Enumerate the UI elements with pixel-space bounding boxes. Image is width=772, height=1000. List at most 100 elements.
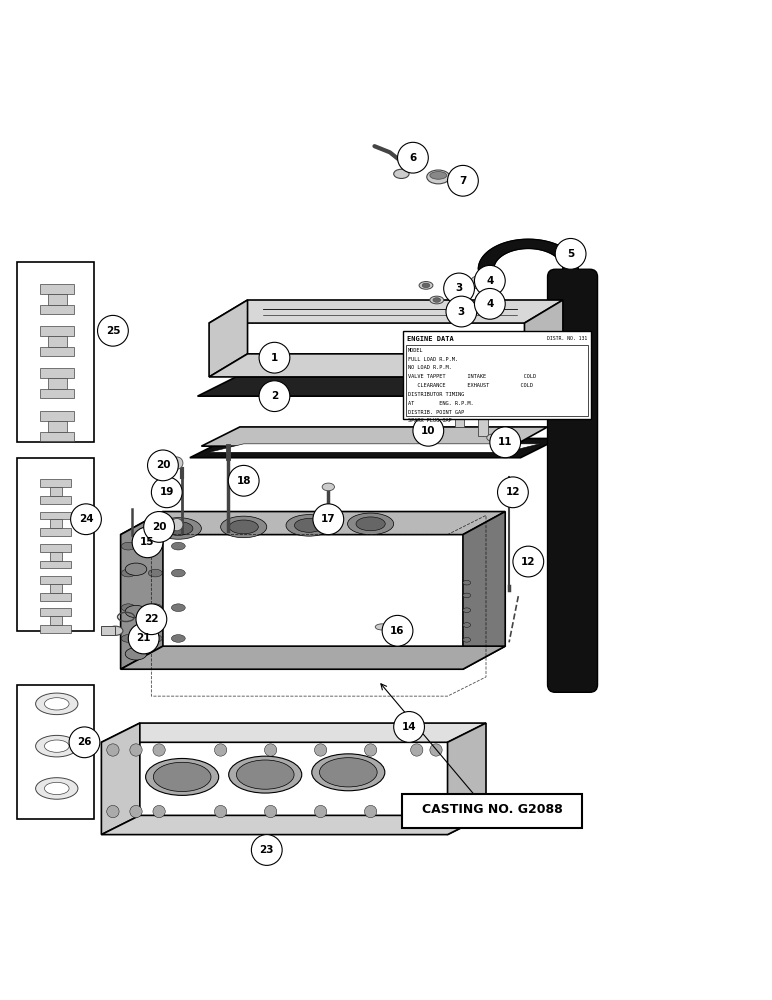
- Ellipse shape: [375, 624, 389, 630]
- Circle shape: [446, 296, 477, 327]
- Text: MODEL: MODEL: [408, 348, 423, 353]
- Text: 10: 10: [421, 426, 435, 436]
- Ellipse shape: [463, 580, 471, 585]
- Ellipse shape: [463, 623, 471, 627]
- Ellipse shape: [121, 635, 135, 642]
- Ellipse shape: [155, 518, 201, 539]
- Ellipse shape: [422, 283, 430, 288]
- Circle shape: [265, 744, 277, 756]
- Ellipse shape: [229, 756, 302, 793]
- Text: 16: 16: [391, 626, 405, 636]
- Bar: [48, 421, 66, 432]
- Bar: [17, 458, 93, 631]
- Ellipse shape: [494, 444, 508, 452]
- Text: 18: 18: [236, 476, 251, 486]
- Circle shape: [97, 315, 128, 346]
- Ellipse shape: [171, 569, 185, 577]
- Ellipse shape: [294, 518, 323, 532]
- Polygon shape: [479, 239, 578, 269]
- Circle shape: [128, 623, 159, 654]
- Text: 21: 21: [137, 633, 151, 643]
- Circle shape: [444, 273, 475, 304]
- Ellipse shape: [45, 740, 69, 752]
- Bar: [40, 347, 74, 356]
- Text: 20: 20: [152, 522, 166, 532]
- Bar: [48, 378, 66, 389]
- Circle shape: [147, 450, 178, 481]
- Circle shape: [171, 518, 183, 531]
- Bar: [40, 305, 74, 314]
- Circle shape: [259, 342, 290, 373]
- Polygon shape: [463, 512, 505, 669]
- Circle shape: [497, 477, 528, 508]
- Ellipse shape: [322, 483, 334, 491]
- Circle shape: [171, 457, 183, 469]
- Ellipse shape: [236, 760, 294, 789]
- Text: 4: 4: [486, 299, 493, 309]
- Bar: [40, 479, 70, 487]
- Ellipse shape: [221, 516, 267, 538]
- Polygon shape: [209, 444, 540, 452]
- Polygon shape: [209, 300, 248, 377]
- Bar: [40, 608, 70, 616]
- Ellipse shape: [487, 434, 500, 442]
- Circle shape: [314, 805, 327, 818]
- Circle shape: [503, 338, 533, 369]
- Polygon shape: [448, 723, 486, 835]
- Text: AT        ENG. R.P.M.: AT ENG. R.P.M.: [408, 401, 473, 406]
- Ellipse shape: [121, 604, 135, 612]
- Circle shape: [430, 805, 442, 818]
- Text: 1: 1: [271, 353, 278, 363]
- Ellipse shape: [36, 778, 78, 799]
- Ellipse shape: [430, 172, 447, 179]
- Circle shape: [130, 805, 142, 818]
- Circle shape: [411, 744, 423, 756]
- Circle shape: [215, 805, 227, 818]
- Text: 3: 3: [458, 307, 465, 317]
- Circle shape: [153, 805, 165, 818]
- Ellipse shape: [427, 170, 450, 184]
- Bar: [479, 405, 488, 436]
- Polygon shape: [524, 300, 563, 377]
- Polygon shape: [209, 300, 563, 323]
- Polygon shape: [120, 646, 505, 669]
- Circle shape: [313, 504, 344, 535]
- Bar: [40, 284, 74, 294]
- Ellipse shape: [146, 758, 218, 795]
- Polygon shape: [198, 377, 567, 396]
- Circle shape: [151, 477, 182, 508]
- Text: 12: 12: [521, 557, 536, 567]
- Circle shape: [70, 504, 101, 535]
- Circle shape: [229, 465, 259, 496]
- Circle shape: [490, 427, 520, 458]
- Circle shape: [513, 546, 543, 577]
- Polygon shape: [120, 512, 163, 669]
- Circle shape: [107, 744, 119, 756]
- Ellipse shape: [107, 626, 123, 635]
- Ellipse shape: [121, 542, 135, 550]
- Circle shape: [259, 381, 290, 412]
- Text: 14: 14: [401, 722, 416, 732]
- Text: 27: 27: [511, 349, 526, 359]
- Ellipse shape: [430, 296, 444, 304]
- Text: 3: 3: [455, 283, 462, 293]
- Ellipse shape: [125, 648, 147, 660]
- Text: 6: 6: [409, 153, 417, 163]
- Bar: [40, 528, 70, 536]
- Ellipse shape: [463, 608, 471, 612]
- Circle shape: [314, 744, 327, 756]
- Text: CASTING NO. G2088: CASTING NO. G2088: [422, 803, 563, 816]
- Ellipse shape: [148, 604, 162, 612]
- Text: 23: 23: [259, 845, 274, 855]
- Text: ENGINE DATA: ENGINE DATA: [407, 336, 453, 342]
- Text: 17: 17: [321, 514, 336, 524]
- Circle shape: [555, 238, 586, 269]
- Text: 4: 4: [486, 276, 493, 286]
- Polygon shape: [190, 438, 559, 458]
- Bar: [50, 552, 63, 561]
- Bar: [40, 368, 74, 378]
- Circle shape: [475, 265, 505, 296]
- Ellipse shape: [433, 298, 441, 302]
- Ellipse shape: [320, 758, 378, 787]
- Ellipse shape: [229, 520, 259, 534]
